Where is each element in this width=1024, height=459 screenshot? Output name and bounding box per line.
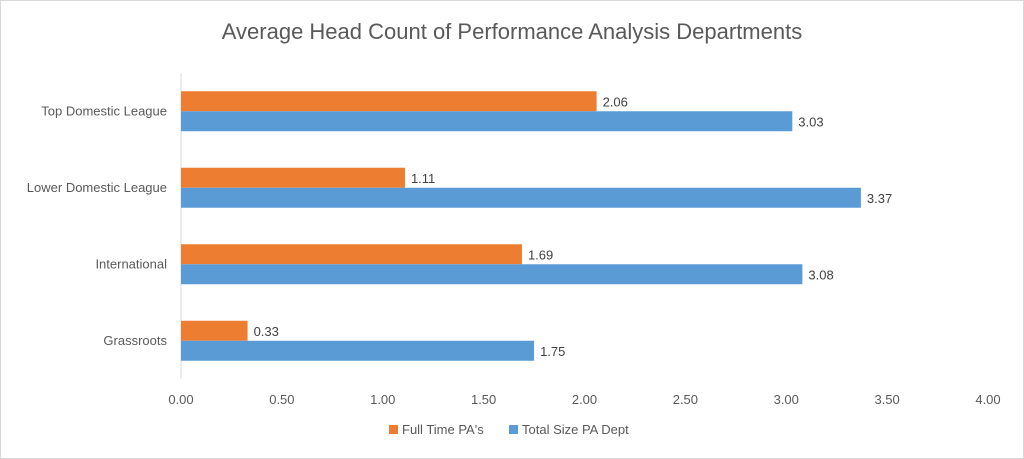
legend: Full Time PA's Total Size PA Dept [389, 422, 629, 437]
bar-total-size-pa-dept [181, 340, 535, 361]
x-tick-label: 0.50 [269, 392, 294, 407]
bar-full-time-pa-s [181, 91, 597, 112]
legend-label: Total Size PA Dept [522, 422, 629, 437]
bar-full-time-pa-s [181, 244, 522, 265]
x-tick-label: 1.50 [471, 392, 496, 407]
data-label: 0.33 [254, 324, 279, 339]
x-tick-label: 1.00 [370, 392, 395, 407]
x-tick-label: 2.00 [572, 392, 597, 407]
data-label: 3.37 [867, 191, 892, 206]
chart-title: Average Head Count of Performance Analys… [222, 19, 802, 44]
data-label: 1.69 [528, 247, 553, 262]
bar-full-time-pa-s [181, 320, 248, 341]
category-label: Top Domestic League [41, 103, 167, 118]
x-tick-label: 2.50 [673, 392, 698, 407]
bar-total-size-pa-dept [181, 264, 803, 285]
plot-area: Top Domestic League 2.06 3.03 Lower Domesti… [27, 73, 1001, 407]
data-label: 2.06 [603, 94, 628, 109]
category-label: International [95, 256, 167, 271]
data-label: 3.03 [798, 114, 823, 129]
bar-full-time-pa-s [181, 167, 405, 188]
legend-label: Full Time PA's [402, 422, 484, 437]
x-tick-label: 3.00 [774, 392, 799, 407]
x-tick-label: 0.00 [168, 392, 193, 407]
category-label: Lower Domestic League [27, 180, 167, 195]
data-label: 1.11 [411, 171, 435, 186]
legend-swatch [509, 425, 518, 434]
bar-total-size-pa-dept [181, 187, 861, 208]
x-tick-label: 4.00 [975, 392, 1000, 407]
x-tick-label: 3.50 [874, 392, 899, 407]
legend-swatch [389, 425, 398, 434]
data-label: 3.08 [808, 267, 833, 282]
bar-total-size-pa-dept [181, 111, 793, 132]
data-label: 1.75 [540, 344, 565, 359]
category-label: Grassroots [103, 333, 167, 348]
